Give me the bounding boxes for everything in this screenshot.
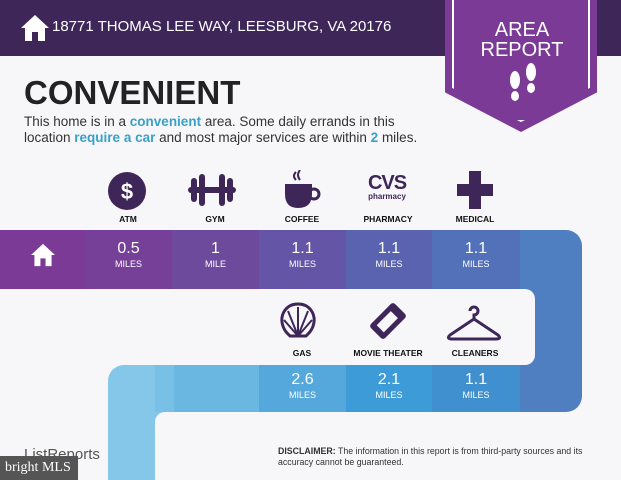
distance-movie-theater: 2.1 MILES xyxy=(346,365,432,412)
home-icon xyxy=(21,15,49,41)
distance-medical: 1.1 MILES xyxy=(432,230,520,289)
shell-icon xyxy=(280,302,316,338)
desc-highlight: require a car xyxy=(74,130,156,145)
footprints-icon xyxy=(510,63,536,101)
desc-highlight: 2 xyxy=(370,130,379,145)
desc-text: This home is in a xyxy=(24,114,130,129)
distance-cleaners: 1.1 MILES xyxy=(432,365,520,412)
coffee-cup-icon xyxy=(285,170,321,208)
disclaimer-label: DISCLAIMER: xyxy=(278,446,336,456)
bright-mls-watermark: bright MLS xyxy=(0,456,78,480)
distance-value: 0.5 xyxy=(117,240,140,257)
medical-cross-icon xyxy=(457,171,493,209)
desc-text: area. Some daily errands in this locatio… xyxy=(24,114,395,145)
distance-atm: 0.5 MILES xyxy=(85,230,172,289)
distance-value: 2.1 xyxy=(377,371,401,388)
label-medical: MEDICAL xyxy=(455,214,495,224)
distance-value: 1.1 xyxy=(291,240,314,257)
distance-unit: MILES xyxy=(462,259,490,269)
inner-space xyxy=(0,289,535,365)
home-segment xyxy=(0,230,85,289)
desc-highlight: convenient xyxy=(129,114,202,129)
distance-coffee: 1.1 MILES xyxy=(259,230,346,289)
desc-text: miles. xyxy=(378,130,418,145)
distance-value: 1.1 xyxy=(377,240,401,257)
page-title: CONVENIENT xyxy=(24,74,241,111)
distance-gas: 2.6 MILES xyxy=(259,365,346,412)
distance-value: 2.6 xyxy=(291,371,314,388)
distance-pharmacy: 1.1 MILES xyxy=(346,230,432,289)
desc-text: and most major services are within xyxy=(155,130,371,145)
distance-unit: MILES xyxy=(288,390,316,400)
hanger-icon xyxy=(446,305,502,341)
inner-space-lower xyxy=(155,412,621,480)
disclaimer: DISCLAIMER: The information in this repo… xyxy=(278,446,608,468)
cvs-text: CVS xyxy=(367,172,407,194)
badge-title: AREA REPORT xyxy=(447,20,597,60)
disclaimer-text: The information in this report is from t… xyxy=(278,446,583,467)
home-icon xyxy=(30,243,55,267)
svg-text:$: $ xyxy=(121,179,133,204)
distance-value: 1.1 xyxy=(464,371,488,388)
description: This home is in a convenient area. Some … xyxy=(24,114,444,146)
label-pharmacy: PHARMACY xyxy=(363,214,413,224)
distance-unit: MILES xyxy=(375,390,403,400)
property-address: 18771 THOMAS LEE WAY, LEESBURG, VA 20176 xyxy=(52,18,392,35)
cvs-pharmacy-logo: CVS pharmacy xyxy=(362,172,412,201)
distance-unit: MILE xyxy=(204,259,226,269)
distance-unit: MILES xyxy=(114,259,142,269)
distance-unit: MILES xyxy=(375,259,403,269)
ticket-icon xyxy=(370,303,406,339)
distance-gym: 1 MILE xyxy=(172,230,259,289)
label-gym: GYM xyxy=(205,214,225,224)
badge-line2: REPORT xyxy=(480,39,564,61)
badge-line1: AREA xyxy=(494,19,550,41)
label-movie-theater: MOVIE THEATER xyxy=(353,348,423,358)
distance-unit: MILES xyxy=(462,390,490,400)
dumbbell-icon xyxy=(188,174,236,206)
distance-unit: MILES xyxy=(288,259,316,269)
route-segment xyxy=(174,365,259,412)
label-cleaners: CLEANERS xyxy=(451,348,499,358)
label-gas: GAS xyxy=(292,348,312,358)
badge-border xyxy=(452,0,590,122)
route-segment xyxy=(155,365,174,412)
label-coffee: COFFEE xyxy=(284,214,320,224)
label-atm: ATM xyxy=(119,214,137,224)
dollar-icon: $ xyxy=(108,172,146,210)
cvs-subtext: pharmacy xyxy=(368,192,406,201)
distance-value: 1.1 xyxy=(464,240,488,257)
distance-value: 1 xyxy=(211,240,220,257)
